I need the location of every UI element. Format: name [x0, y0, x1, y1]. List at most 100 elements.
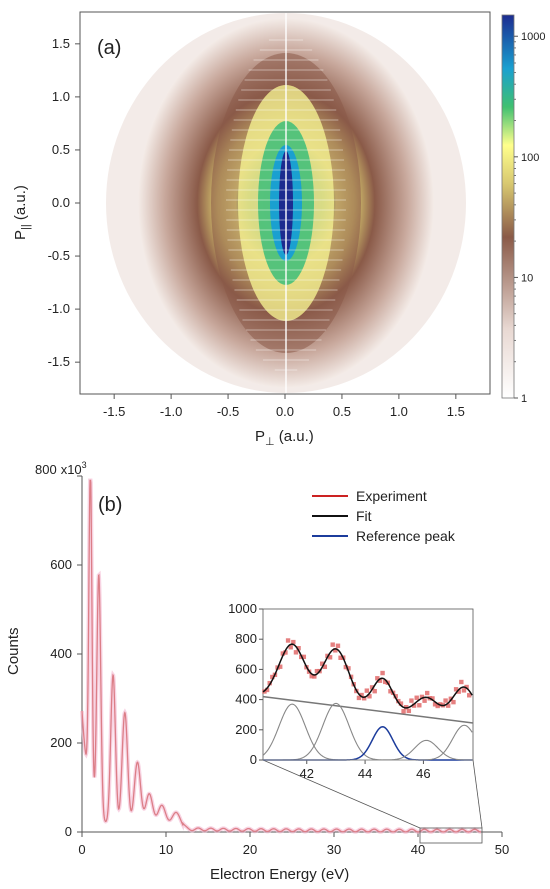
inset-experiment-point [377, 678, 383, 683]
x-tick-label-a: -1.5 [103, 404, 125, 419]
inset-experiment-point [285, 638, 291, 643]
inset-experiment-point [383, 679, 388, 685]
inset-fit-curve [262, 643, 473, 709]
inset-x-tick-label: 42 [300, 766, 314, 781]
x-axis-label-unit: (a.u.) [275, 428, 314, 445]
inset-experiment-point [270, 674, 275, 680]
ticks-b: 0 10 20 30 40 50 600 400 200 0 [50, 475, 509, 857]
x-tick-label-b: 0 [78, 842, 85, 857]
inset-y-tick-label: 800 [235, 631, 257, 646]
inset-experiment-point [293, 650, 299, 655]
inset-experiment-point [283, 650, 288, 655]
y-axis-label-a: P|| (a.u.) [12, 185, 32, 240]
inset-experiment-point [346, 666, 351, 671]
x-tick-label-a: -0.5 [217, 404, 239, 419]
y-tick-label-b: 600 [50, 557, 72, 572]
inset-experiment-point [364, 688, 370, 693]
inset-experiment-point [430, 696, 435, 701]
inset-experiment-point [367, 694, 372, 699]
inset-experiment-point [278, 664, 283, 669]
inset-experiment-point [375, 676, 380, 681]
x-tick-label-a: -1.0 [160, 404, 182, 419]
colorbar-tick-label: 1000 [521, 31, 545, 43]
y-tick-label-a: 0.0 [52, 195, 70, 210]
inset-experiment-point [461, 688, 467, 693]
inset-y-tick-label: 400 [235, 692, 257, 707]
inset-y-tick-label: 0 [250, 752, 257, 767]
legend-label-experiment: Experiment [356, 488, 427, 504]
x-axis-label-main: P [255, 428, 265, 445]
inset-experiment-point [443, 698, 448, 703]
inset-experiment-point [301, 654, 307, 660]
inset-y-tick-label: 200 [235, 722, 257, 737]
colorbar-ticks: 1000 100 10 1 [514, 31, 545, 405]
legend-label-reference: Reference peak [356, 528, 456, 544]
inset-ticks: 42 44 46 1000 800 600 400 200 0 [228, 601, 431, 781]
inset-experiment-point [314, 668, 320, 674]
inset-experiment-point [409, 698, 414, 703]
y-multiplier-label: 800 x103 [35, 460, 87, 477]
x-axis-label-sub: ⊥ [265, 436, 275, 448]
inset-experiment-point [369, 685, 375, 690]
inset-experiment-point [330, 642, 335, 647]
inset-experiment-point [359, 692, 364, 698]
y-tick-label-a: 1.0 [52, 89, 70, 104]
y-tick-label-a: 0.5 [52, 142, 70, 157]
inset-experiment-point [333, 648, 338, 653]
inset-experiment-point [422, 698, 427, 703]
inset-y-tick-label: 1000 [228, 601, 257, 616]
zoom-box [419, 827, 483, 844]
legend-label-fit: Fit [356, 508, 372, 524]
inset-experiment-point [467, 693, 472, 698]
y-tick-label-b: 0 [65, 824, 72, 839]
inset-experiment-point [335, 643, 341, 648]
ticks-a: -1.5 -1.0 -0.5 0.0 0.5 1.0 1.5 1.5 1.0 0.5 0.0 -0.5… [48, 36, 465, 419]
colorbar-tick-label: 100 [521, 152, 539, 164]
x-tick-label-a: 0.0 [276, 404, 294, 419]
x-axis-label-a: P⊥ (a.u.) [255, 428, 314, 448]
inset-experiment-point [312, 674, 317, 679]
x-tick-label-b: 40 [411, 842, 425, 857]
colorbar [501, 14, 515, 399]
inset-experiment-point [453, 687, 459, 692]
inset: 42 44 46 1000 800 600 400 200 0 [228, 601, 474, 781]
inset-experiment-point [309, 673, 314, 679]
y-top-value: 800 [35, 462, 57, 477]
inset-experiment-point [380, 670, 385, 676]
y-tick-label-a: -1.5 [48, 354, 70, 369]
inset-experiment-point [401, 709, 406, 714]
zoom-connector-left [262, 759, 421, 829]
inset-experiment-point [372, 688, 377, 694]
panel-label-b: (b) [98, 494, 122, 516]
y-axis-label-unit: (a.u.) [12, 185, 29, 224]
y-tick-label-a: 1.5 [52, 36, 70, 51]
x-tick-label-a: 0.5 [333, 404, 351, 419]
x-tick-label-a: 1.0 [390, 404, 408, 419]
inset-experiment-point [414, 695, 419, 700]
inset-frame [262, 608, 474, 761]
inset-experiment-point [264, 687, 270, 693]
inset-experiment-point [417, 703, 422, 708]
zoom-connector-right [472, 759, 483, 829]
inset-experiment-point [425, 690, 430, 696]
inset-experiment-point [446, 703, 451, 708]
x-tick-label-b: 20 [243, 842, 257, 857]
y-axis-label-b: Counts [5, 627, 22, 675]
inset-experiment-point [320, 661, 325, 666]
inset-experiment-point [393, 694, 398, 699]
y-tick-label-b: 200 [50, 735, 72, 750]
legend: Experiment Fit Reference peak [312, 488, 456, 544]
panel-label-a: (a) [97, 37, 121, 59]
y-multiplier-exp: 3 [82, 460, 87, 470]
inset-experiment-point [432, 702, 438, 707]
y-multiplier-base: x10 [61, 462, 82, 477]
y-axis-label-sub: || [20, 224, 32, 230]
inset-experiment-point [388, 689, 393, 694]
panel-a: (a) -1.5 -1.0 -0.5 0.0 0.5 1.0 1.5 1.5 1.0 0.5 0.0… [12, 11, 545, 448]
y-tick-label-a: -1.0 [48, 301, 70, 316]
y-tick-label-b: 400 [50, 646, 72, 661]
inset-experiment-point [419, 694, 425, 700]
inset-experiment-point [338, 655, 343, 660]
x-axis-label-b: Electron Energy (eV) [210, 866, 349, 883]
